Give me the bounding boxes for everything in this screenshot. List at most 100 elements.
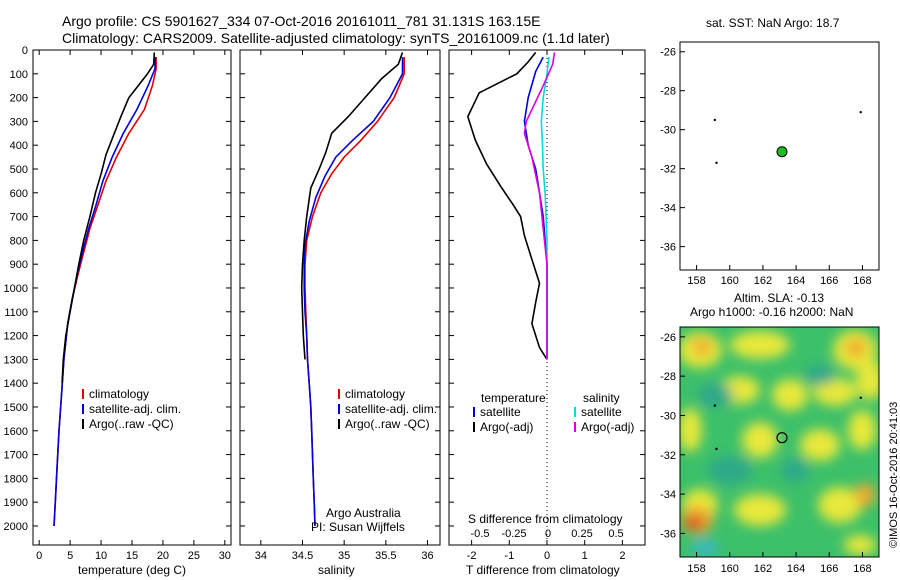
temperature-series-1 bbox=[53, 57, 157, 527]
temperature-xtick-label: 25 bbox=[188, 550, 200, 562]
title-line1: Argo profile: CS 5901627_334 07-Oct-2016… bbox=[62, 13, 541, 29]
title-line2: Climatology: CARS2009. Satellite-adjuste… bbox=[62, 30, 610, 46]
depth-tick-label: 2000 bbox=[4, 521, 28, 533]
sla-blob bbox=[855, 483, 875, 507]
difference-xtick-label: 2 bbox=[619, 550, 625, 562]
depth-tick-label: 1800 bbox=[4, 473, 28, 485]
sla-xtick-label: 166 bbox=[820, 563, 838, 575]
depth-tick-label: 700 bbox=[10, 212, 28, 224]
salinity-xtick-label: 35.5 bbox=[375, 550, 396, 562]
legend-label: Argo(-adj) bbox=[581, 420, 634, 434]
island-speck bbox=[713, 404, 717, 407]
sla-blob bbox=[680, 408, 702, 452]
salinity-series-0 bbox=[304, 57, 405, 527]
sst-ytick-label: -26 bbox=[660, 47, 676, 59]
difference-series-1 bbox=[466, 51, 548, 360]
sla-xtick-label: 160 bbox=[721, 563, 739, 575]
temperature-xtick-label: 0 bbox=[36, 550, 42, 562]
sst-xtick-label: 160 bbox=[721, 275, 739, 287]
depth-tick-label: 1900 bbox=[4, 497, 28, 509]
salinity-series-1 bbox=[303, 57, 404, 527]
temperature-xtick-label: 15 bbox=[126, 550, 138, 562]
temperature-xtick-label: 30 bbox=[219, 550, 231, 562]
sla-blob bbox=[848, 410, 876, 450]
depth-tick-label: 100 bbox=[10, 69, 28, 81]
legend-title-temperature: temperature bbox=[481, 391, 546, 405]
depth-tick-label: 200 bbox=[10, 93, 28, 105]
island-speck bbox=[859, 110, 862, 114]
difference-xtick-label: -1 bbox=[504, 550, 514, 562]
temperature-xtick-label: 5 bbox=[67, 550, 73, 562]
difference-xtick-label: 0 bbox=[544, 550, 550, 562]
sst-ytick-label: -30 bbox=[660, 125, 676, 137]
sla-blob bbox=[772, 379, 808, 411]
difference-xtick-label: -2 bbox=[467, 550, 477, 562]
temperature-series-2 bbox=[61, 52, 156, 384]
depth-tick-label: 500 bbox=[10, 164, 28, 176]
sla-xtick-label: 162 bbox=[754, 563, 772, 575]
temperature-series-0 bbox=[53, 57, 157, 527]
sla-blob bbox=[804, 365, 836, 385]
sla-blob bbox=[734, 494, 786, 526]
sla-blob bbox=[697, 383, 733, 407]
depth-tick-label: 0 bbox=[22, 45, 28, 57]
legend-label: satellite bbox=[581, 405, 622, 419]
difference-top-tick-label: -0.5 bbox=[471, 528, 490, 540]
sla-blob bbox=[730, 331, 790, 359]
sla-blob bbox=[692, 339, 712, 355]
depth-tick-label: 1300 bbox=[4, 354, 28, 366]
sla-blob bbox=[691, 540, 719, 556]
temperature-frame bbox=[32, 49, 232, 546]
legend-label: Argo(-adj) bbox=[480, 420, 533, 434]
legend-label: satellite bbox=[480, 405, 521, 419]
sla-blob bbox=[800, 429, 840, 461]
salinity-xtick-label: 34.5 bbox=[292, 550, 313, 562]
sla-blob bbox=[685, 516, 703, 530]
temperature-xlabel: temperature (deg C) bbox=[78, 563, 187, 577]
sst-map-title: sat. SST: NaN Argo: 18.7 bbox=[706, 16, 840, 30]
argo-float-marker bbox=[776, 146, 788, 158]
depth-tick-label: 600 bbox=[10, 188, 28, 200]
difference-top-tick-label: -0.25 bbox=[501, 528, 526, 540]
sla-ytick-label: -36 bbox=[660, 528, 676, 540]
sla-xtick-label: 168 bbox=[853, 563, 871, 575]
sla-map-title-line2: Argo h1000: -0.16 h2000: NaN bbox=[690, 305, 854, 319]
sla-ytick-label: -32 bbox=[660, 450, 676, 462]
island-speck bbox=[859, 396, 862, 399]
legend-label: Argo(..raw -QC) bbox=[345, 417, 430, 431]
pi-annotation: PI: Susan Wijffels bbox=[311, 520, 405, 534]
sla-blob bbox=[846, 339, 866, 357]
sla-ytick-label: -30 bbox=[660, 410, 676, 422]
sst-ytick-label: -36 bbox=[660, 242, 676, 254]
argo-australia-annotation: Argo Australia bbox=[326, 506, 401, 520]
sla-blob bbox=[813, 378, 857, 406]
argo-float-marker-sla bbox=[776, 432, 788, 444]
depth-tick-label: 400 bbox=[10, 140, 28, 152]
difference-series-3 bbox=[523, 52, 556, 360]
depth-tick-label: 1400 bbox=[4, 378, 28, 390]
depth-tick-label: 1000 bbox=[4, 283, 28, 295]
sst-xtick-label: 168 bbox=[853, 275, 871, 287]
depth-tick-label: 1200 bbox=[4, 331, 28, 343]
sla-blob bbox=[742, 422, 778, 458]
sla-xtick-label: 164 bbox=[787, 563, 805, 575]
depth-tick-label: 800 bbox=[10, 235, 28, 247]
salinity-series-2 bbox=[300, 52, 404, 360]
salinity-xlabel: salinity bbox=[318, 563, 355, 577]
sla-ytick-label: -34 bbox=[660, 489, 676, 501]
sla-blob bbox=[818, 487, 862, 523]
island-speck bbox=[715, 447, 718, 451]
sst-ytick-label: -34 bbox=[660, 203, 676, 215]
depth-tick-label: 1100 bbox=[4, 307, 28, 319]
salinity-xtick-label: 35 bbox=[338, 550, 350, 562]
salinity-xtick-label: 34 bbox=[255, 550, 267, 562]
difference-xtick-label: 1 bbox=[582, 550, 588, 562]
depth-tick-label: 300 bbox=[10, 116, 28, 128]
depth-tick-label: 1500 bbox=[4, 402, 28, 414]
sst-xtick-label: 162 bbox=[754, 275, 772, 287]
sst-ytick-label: -32 bbox=[660, 164, 676, 176]
sla-map-title-line1: Altim. SLA: -0.13 bbox=[734, 291, 825, 305]
temperature-xtick-label: 10 bbox=[95, 550, 107, 562]
sla-blobs bbox=[680, 330, 879, 556]
